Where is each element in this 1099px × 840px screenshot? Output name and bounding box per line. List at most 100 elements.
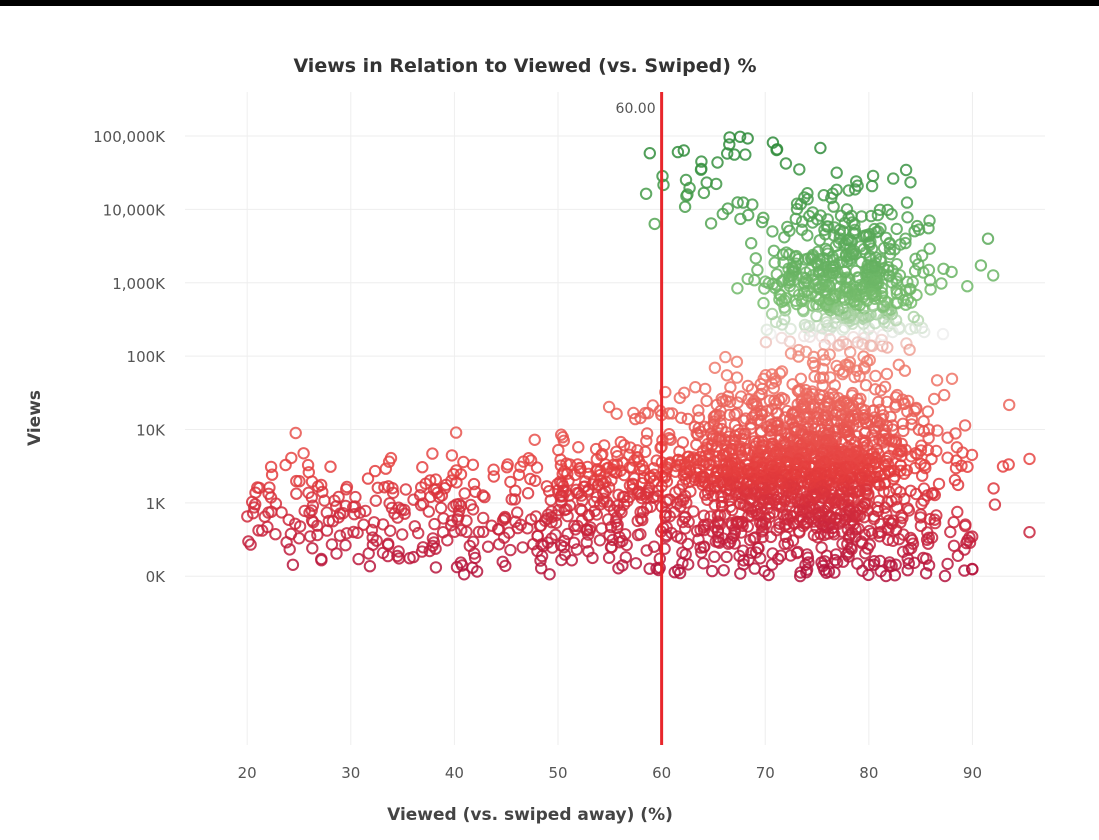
data-point <box>753 516 767 530</box>
data-point <box>706 525 719 538</box>
data-point <box>875 525 888 539</box>
y-axis-label: Views <box>25 390 45 446</box>
data-point <box>753 389 766 402</box>
data-point <box>416 497 430 510</box>
data-point <box>839 250 853 263</box>
data-point <box>679 510 692 524</box>
data-point <box>457 455 470 469</box>
data-point <box>659 385 672 399</box>
data-point <box>904 322 917 336</box>
data-point <box>938 569 952 583</box>
data-point <box>424 490 437 504</box>
data-point <box>795 446 809 459</box>
x-tick-label: 90 <box>963 764 982 782</box>
data-point <box>693 474 707 488</box>
data-point <box>867 404 880 417</box>
data-point <box>611 450 624 463</box>
data-point <box>512 468 526 481</box>
data-point <box>793 526 806 539</box>
data-point <box>249 486 262 499</box>
data-point <box>921 405 935 418</box>
data-point <box>458 487 471 500</box>
data-point <box>810 309 823 323</box>
data-point <box>801 289 814 303</box>
data-point <box>889 434 902 447</box>
data-point <box>981 232 995 245</box>
data-point <box>445 449 459 462</box>
data-point <box>937 262 950 275</box>
data-point <box>280 536 293 549</box>
data-point <box>895 444 908 457</box>
data-point <box>878 501 892 514</box>
data-point <box>541 508 555 521</box>
data-point <box>914 511 927 524</box>
data-point <box>501 458 514 471</box>
data-point <box>870 226 883 239</box>
data-point <box>886 423 899 436</box>
data-point <box>657 178 670 192</box>
data-point <box>678 200 692 214</box>
data-point <box>920 533 934 546</box>
data-point <box>817 189 830 202</box>
data-point <box>611 521 624 535</box>
data-point <box>851 336 864 349</box>
data-point <box>928 392 941 406</box>
data-point <box>862 309 875 323</box>
data-point <box>801 187 814 200</box>
data-point <box>697 557 710 570</box>
data-point <box>634 488 647 501</box>
data-point <box>540 480 553 493</box>
data-point <box>827 200 840 213</box>
y-tick-label: 1,000K <box>112 275 166 293</box>
data-point <box>772 393 786 407</box>
data-point <box>790 197 804 210</box>
data-point <box>822 433 835 447</box>
data-point <box>924 283 937 296</box>
data-point <box>963 531 976 544</box>
data-point <box>758 482 771 495</box>
data-point <box>844 345 857 359</box>
data-point <box>252 524 265 537</box>
data-point <box>723 434 737 448</box>
data-point <box>428 517 441 531</box>
data-point <box>758 282 771 295</box>
data-point <box>682 455 696 469</box>
data-point <box>305 475 319 488</box>
data-point <box>1002 458 1015 471</box>
data-point <box>832 517 845 530</box>
data-point <box>282 513 295 526</box>
data-point <box>822 397 835 410</box>
data-point <box>624 441 637 454</box>
data-point <box>647 462 660 475</box>
data-point <box>768 394 781 407</box>
data-point <box>332 511 345 524</box>
data-point <box>521 487 535 500</box>
data-point <box>357 518 370 531</box>
data-point <box>741 272 754 286</box>
data-point <box>770 524 783 537</box>
data-point <box>770 143 784 156</box>
data-point <box>853 484 866 497</box>
data-point <box>917 494 930 507</box>
data-point <box>487 470 500 483</box>
data-point <box>874 255 888 268</box>
data-point <box>455 524 468 537</box>
data-point <box>535 562 548 575</box>
data-point <box>306 542 319 555</box>
data-point <box>794 372 808 385</box>
data-point <box>755 215 769 229</box>
data-point <box>580 523 594 537</box>
data-point <box>815 479 828 493</box>
data-point <box>610 407 623 420</box>
data-point <box>859 230 873 243</box>
data-point <box>825 191 838 205</box>
data-point <box>757 296 770 310</box>
data-point <box>775 318 789 331</box>
data-point <box>865 179 879 193</box>
data-point <box>834 272 848 286</box>
data-point <box>821 244 835 257</box>
data-point <box>959 518 972 531</box>
data-point <box>499 559 512 573</box>
data-point <box>898 364 912 377</box>
data-point <box>766 225 779 238</box>
